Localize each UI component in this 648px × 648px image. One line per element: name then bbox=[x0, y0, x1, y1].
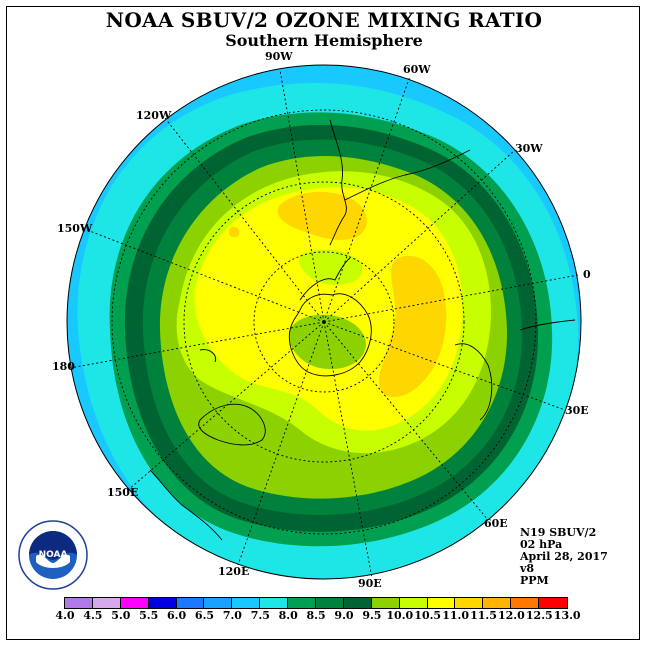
figure-frame bbox=[6, 6, 640, 640]
colorbar-tick-label: 6.0 bbox=[167, 609, 187, 622]
colorbar-swatch bbox=[148, 598, 177, 608]
coastlines bbox=[149, 119, 576, 541]
colorbar-swatch bbox=[204, 598, 233, 608]
version-label: v8 bbox=[520, 562, 535, 575]
colorbar-swatch bbox=[399, 598, 428, 608]
high-ozone-cell-2 bbox=[379, 255, 447, 398]
lon-label-60w: 60W bbox=[403, 63, 431, 76]
colorbar-tick-label: 11.0 bbox=[442, 609, 469, 622]
graticule bbox=[69, 69, 579, 579]
colorbar-swatch bbox=[176, 598, 205, 608]
colorbar-swatch bbox=[343, 598, 372, 608]
map-subtitle: Southern Hemisphere bbox=[225, 31, 423, 50]
colorbar-tick-label: 6.5 bbox=[194, 609, 215, 622]
lon-label-120w: 120W bbox=[136, 109, 172, 122]
australia-coast bbox=[198, 403, 266, 446]
colorbar-swatch bbox=[427, 598, 456, 608]
colorbar-tick-label: 5.0 bbox=[111, 609, 131, 622]
lon-label-90w: 90W bbox=[265, 50, 293, 63]
lon-label-180: 180 bbox=[52, 360, 75, 373]
colorbar-swatch bbox=[232, 598, 261, 608]
satellite-label: N19 SBUV/2 bbox=[520, 526, 597, 539]
colorbar-swatch bbox=[483, 598, 512, 608]
colorbar-ticks: 4.0 4.5 5.0 5.5 6.0 6.5 7.0 7.5 8.0 8.5 9.0 9.5 10.0… bbox=[0, 609, 648, 623]
colorbar-swatch bbox=[539, 598, 568, 608]
colorbar-tick-label: 11.5 bbox=[470, 609, 497, 622]
colorbar-tick-label: 4.0 bbox=[55, 609, 75, 622]
colorbar-tick-label: 5.5 bbox=[139, 609, 159, 622]
colorbar-swatch bbox=[455, 598, 484, 608]
colorbar-tick-label: 8.0 bbox=[278, 609, 298, 622]
colorbar bbox=[64, 597, 569, 609]
colorbar-swatch bbox=[288, 598, 317, 608]
colorbar-swatch bbox=[120, 598, 149, 608]
observation-date: April 28, 2017 bbox=[520, 550, 608, 563]
lon-label-30w: 30W bbox=[515, 142, 543, 155]
colorbar-tick-label: 9.0 bbox=[334, 609, 354, 622]
colorbar-swatch bbox=[92, 598, 121, 608]
lon-label-150w: 150W bbox=[57, 222, 93, 235]
longitude-labels: 90W 60W 30W 0 30E 60E 90E 120E 150E 180 … bbox=[52, 50, 591, 590]
south-america-coast bbox=[329, 119, 347, 246]
colorbar-swatch bbox=[260, 598, 289, 608]
lon-label-60e: 60E bbox=[484, 517, 508, 530]
colorbar-swatch bbox=[371, 598, 400, 608]
colorbar-swatch bbox=[511, 598, 540, 608]
colorbar-swatch bbox=[316, 598, 344, 608]
colorbar-tick-label: 13.0 bbox=[553, 609, 581, 622]
antarctica-coast bbox=[288, 293, 372, 377]
colorbar-tick-label: 8.5 bbox=[306, 609, 326, 622]
colorbar-swatch bbox=[65, 598, 93, 608]
colorbar-tick-label: 12.0 bbox=[497, 609, 525, 622]
logo-text: NOAA bbox=[39, 550, 68, 560]
lon-label-30e: 30E bbox=[565, 404, 589, 417]
map-title: NOAA SBUV/2 OZONE MIXING RATIO bbox=[105, 8, 543, 32]
map-boundary bbox=[66, 64, 582, 580]
colorbar-tick-label: 10.5 bbox=[414, 609, 442, 622]
noaa-emblem-icon: NOAA bbox=[18, 520, 88, 590]
colorbar-tick-label: 10.0 bbox=[386, 609, 414, 622]
units-label: PPM bbox=[520, 574, 549, 587]
lon-label-0: 0 bbox=[583, 268, 591, 281]
info-block: N19 SBUV/2 02 hPa April 28, 2017 v8 PPM bbox=[520, 527, 608, 587]
colorbar-tick-label: 7.0 bbox=[222, 609, 242, 622]
africa-coast bbox=[454, 343, 493, 421]
colorbar-tick-label: 7.5 bbox=[250, 609, 270, 622]
lon-label-120e: 120E bbox=[218, 565, 249, 578]
colorbar-tick-label: 12.5 bbox=[525, 609, 553, 622]
lon-label-90e: 90E bbox=[358, 577, 382, 590]
colorbar-tick-label: 4.5 bbox=[83, 609, 103, 622]
pressure-level: 02 hPa bbox=[520, 538, 563, 551]
lon-label-150e: 150E bbox=[107, 486, 138, 499]
colorbar-tick-label: 9.5 bbox=[362, 609, 382, 622]
high-ozone-cell-1 bbox=[277, 191, 367, 240]
polar-low-cell bbox=[289, 314, 366, 370]
noaa-logo: NOAA bbox=[18, 520, 88, 590]
